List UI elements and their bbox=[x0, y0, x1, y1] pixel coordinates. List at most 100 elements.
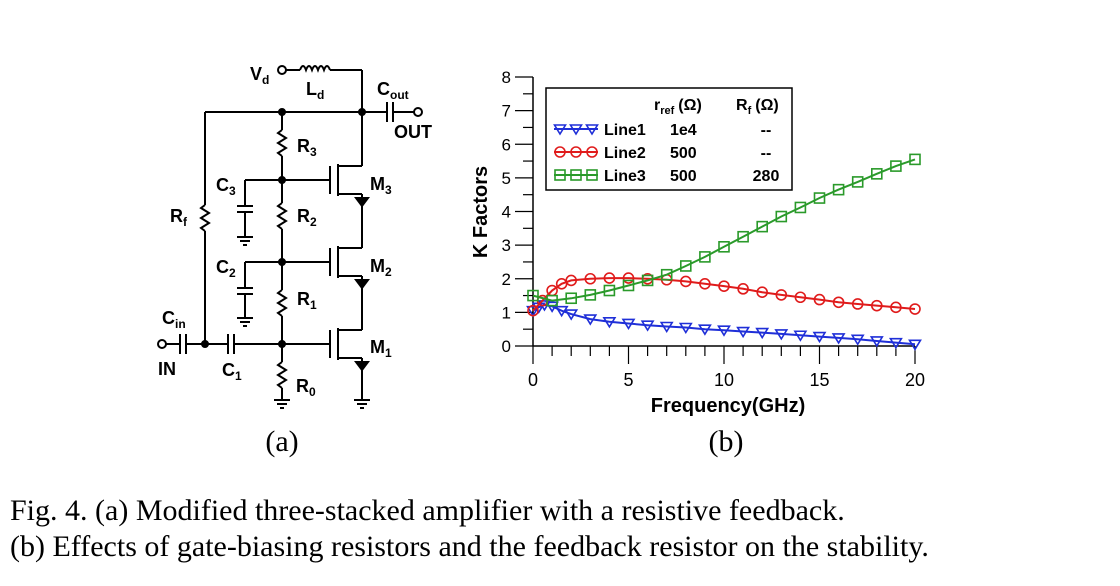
data-point bbox=[527, 289, 539, 302]
in-terminal bbox=[157, 339, 167, 349]
circuit-schematic bbox=[157, 65, 423, 409]
x-axis-label: Frequency(GHz) bbox=[651, 395, 805, 417]
legend-series-name: Line1 bbox=[604, 122, 646, 139]
data-point bbox=[812, 331, 827, 344]
data-point bbox=[813, 192, 826, 204]
inductor-ld bbox=[299, 65, 331, 73]
legend-rref-value: 500 bbox=[670, 168, 697, 185]
in-label: IN bbox=[158, 359, 176, 379]
chart-series bbox=[526, 153, 922, 351]
data-point bbox=[718, 241, 730, 253]
y-tick-label: 6 bbox=[502, 135, 511, 154]
data-point bbox=[851, 298, 864, 310]
legend-marker bbox=[554, 146, 566, 158]
data-point bbox=[775, 289, 788, 301]
data-point bbox=[584, 272, 597, 285]
node bbox=[201, 340, 209, 348]
data-point bbox=[545, 301, 560, 313]
resistor-r3 bbox=[276, 129, 288, 157]
data-point bbox=[564, 309, 579, 321]
data-point bbox=[794, 291, 807, 304]
data-point bbox=[793, 330, 808, 342]
data-point bbox=[583, 314, 598, 326]
r1-label: R1 bbox=[297, 289, 317, 312]
rf-label: Rf bbox=[170, 206, 188, 229]
out-terminal bbox=[413, 107, 423, 117]
data-point bbox=[756, 286, 769, 299]
data-point bbox=[565, 292, 578, 305]
x-tick-label: 10 bbox=[714, 370, 734, 390]
chart-axes: 0 1 2 3 4 5 6 7 8 0 5 10 15 20 bbox=[502, 68, 925, 390]
series-line2 bbox=[527, 272, 921, 317]
m3-arrow bbox=[354, 197, 370, 208]
vd-label: Vd bbox=[250, 64, 269, 87]
x-tick-label: 0 bbox=[528, 370, 538, 390]
legend-series-name: Line3 bbox=[604, 168, 646, 185]
x-tick-label: 15 bbox=[809, 370, 829, 390]
data-point bbox=[831, 333, 846, 345]
legend-marker bbox=[569, 124, 583, 136]
y-tick-label: 8 bbox=[502, 68, 511, 87]
m1-arrow bbox=[354, 361, 370, 372]
data-point bbox=[679, 275, 692, 288]
data-point bbox=[640, 320, 655, 332]
data-point bbox=[774, 329, 789, 341]
data-point bbox=[909, 303, 921, 315]
data-point bbox=[794, 201, 807, 214]
data-point bbox=[756, 220, 769, 233]
data-point bbox=[659, 321, 674, 334]
data-point bbox=[850, 334, 865, 346]
data-point bbox=[755, 327, 770, 340]
data-point bbox=[832, 183, 845, 196]
data-point bbox=[546, 294, 558, 307]
data-point bbox=[641, 274, 654, 287]
vd-terminal bbox=[277, 65, 287, 75]
x-tick-label: 20 bbox=[905, 370, 925, 390]
data-point bbox=[888, 337, 903, 350]
legend-entry: Line2 500 -- bbox=[554, 145, 771, 162]
legend-marker bbox=[554, 169, 566, 181]
legend-rows: Line1 1e4 -- Line2 500 -- Line3 500 280 bbox=[553, 122, 780, 185]
c1-label: C1 bbox=[222, 360, 242, 383]
r3-label: R3 bbox=[297, 136, 317, 159]
panel-label-a: (a) bbox=[265, 425, 298, 458]
data-point bbox=[526, 305, 540, 318]
legend-marker bbox=[570, 146, 582, 158]
data-point bbox=[717, 325, 731, 337]
data-point bbox=[602, 316, 617, 329]
y-tick-label: 2 bbox=[502, 270, 511, 289]
data-point bbox=[908, 339, 922, 351]
c3-label: C3 bbox=[216, 175, 236, 198]
legend-marker bbox=[570, 169, 582, 181]
legend-rf-value: -- bbox=[761, 145, 772, 162]
data-point bbox=[621, 318, 636, 331]
legend-header-rf: Rf (Ω) bbox=[736, 97, 779, 117]
y-tick-label: 4 bbox=[502, 203, 511, 222]
data-point bbox=[565, 274, 578, 287]
legend-rref-value: 500 bbox=[670, 145, 697, 162]
data-point bbox=[699, 251, 711, 263]
cout-label: Cout bbox=[377, 79, 409, 102]
data-point bbox=[697, 324, 712, 336]
series-line bbox=[532, 158, 916, 302]
caption-line-2: (b) Effects of gate-biasing resistors an… bbox=[10, 530, 929, 563]
legend-marker bbox=[586, 146, 598, 158]
data-point bbox=[678, 322, 693, 335]
m1-label: M1 bbox=[370, 337, 392, 360]
figure-caption: Fig. 4. (a) Modified three-stacked ampli… bbox=[10, 493, 1096, 565]
caption-line-1: Fig. 4. (a) Modified three-stacked ampli… bbox=[10, 494, 845, 527]
x-tick-label: 5 bbox=[623, 370, 633, 390]
m2-label: M2 bbox=[370, 256, 392, 279]
data-point bbox=[851, 176, 864, 188]
y-tick-label: 0 bbox=[502, 337, 511, 356]
data-point bbox=[870, 299, 883, 312]
m2-arrow bbox=[354, 279, 370, 290]
resistor-r0 bbox=[276, 361, 288, 389]
y-tick-label: 5 bbox=[502, 169, 511, 188]
legend-rf-value: 280 bbox=[753, 168, 780, 185]
data-point bbox=[890, 301, 902, 314]
legend-marker bbox=[553, 124, 567, 136]
chart-legend: rref (Ω) Rf (Ω) Line1 1e4 -- Line2 500 -- Line3 5… bbox=[545, 87, 793, 191]
c2-label: C2 bbox=[216, 257, 236, 280]
